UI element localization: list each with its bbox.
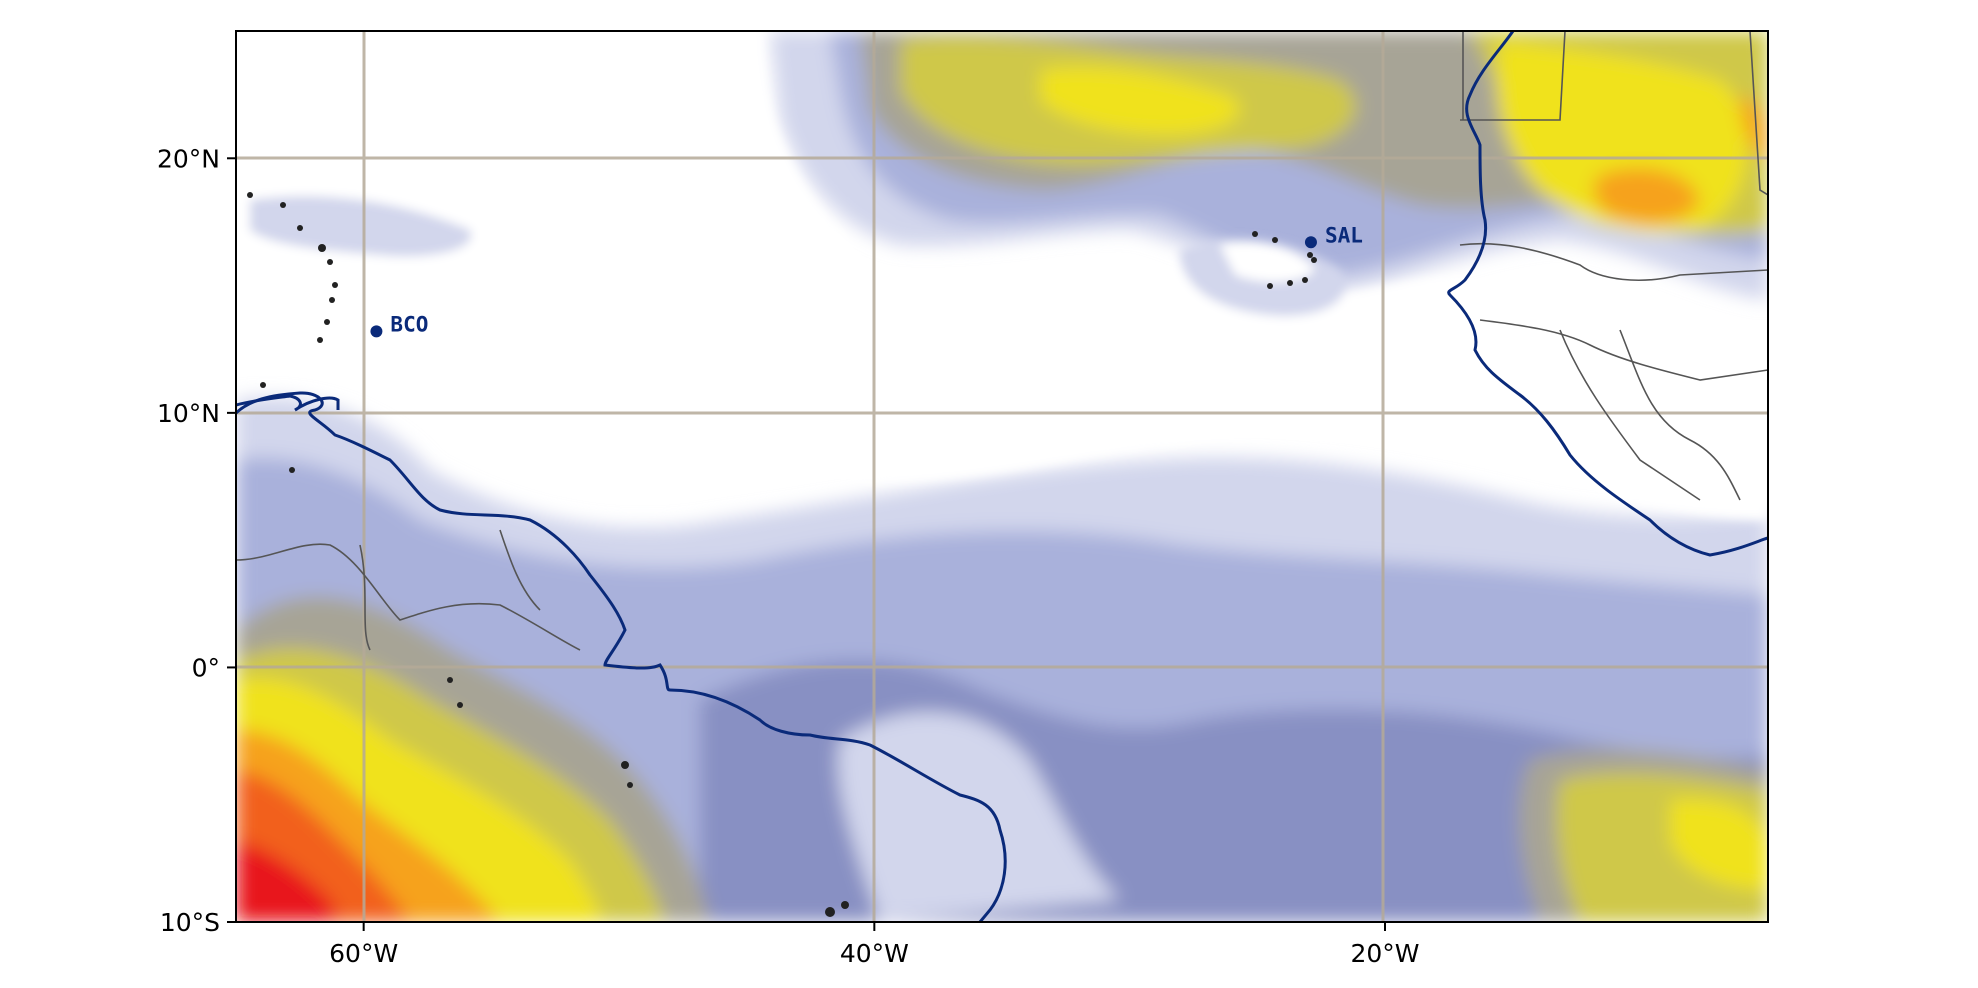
- y-tick-label: 10°N: [157, 399, 220, 428]
- contour-field: [236, 31, 1768, 922]
- station-marker-sal[interactable]: [1304, 236, 1317, 249]
- y-tick-label: 20°N: [157, 144, 220, 173]
- plot-frame: [235, 30, 1769, 923]
- coastline-caribbean: [236, 394, 340, 412]
- coastlines: [236, 31, 1768, 922]
- stations-layer: BCO SAL: [370, 223, 1363, 338]
- y-axis: 20°N 10°N 0° 10°S: [157, 144, 236, 937]
- country-borders: [236, 31, 1768, 651]
- field-sa-red: [236, 840, 340, 922]
- field-plume-north-orange: [1593, 95, 1768, 224]
- coastline-west-africa: [1447, 31, 1768, 557]
- field-plume-north-yellow: [1040, 40, 1748, 233]
- islands: [247, 192, 1317, 917]
- y-tick-label: 10°S: [160, 908, 220, 937]
- gridlines: [236, 31, 1768, 922]
- y-tick-label: 0°: [192, 653, 220, 682]
- field-clear-north-atlantic: [236, 31, 1768, 520]
- coastline-south-america: [236, 391, 1007, 922]
- station-label-sal: SAL: [1325, 223, 1363, 247]
- field-se-yellow: [1670, 799, 1768, 890]
- x-tick-label: 60°W: [329, 939, 398, 968]
- field-white-sal: [1220, 241, 1315, 282]
- x-tick-label: 40°W: [840, 939, 909, 968]
- x-tick-label: 20°W: [1350, 939, 1419, 968]
- field-light-streak: [250, 196, 472, 257]
- station-marker-bco[interactable]: [370, 325, 383, 338]
- plot-area: [236, 31, 1768, 922]
- x-axis: 60°W 40°W 20°W: [329, 922, 1420, 968]
- station-label-bco: BCO: [390, 312, 428, 336]
